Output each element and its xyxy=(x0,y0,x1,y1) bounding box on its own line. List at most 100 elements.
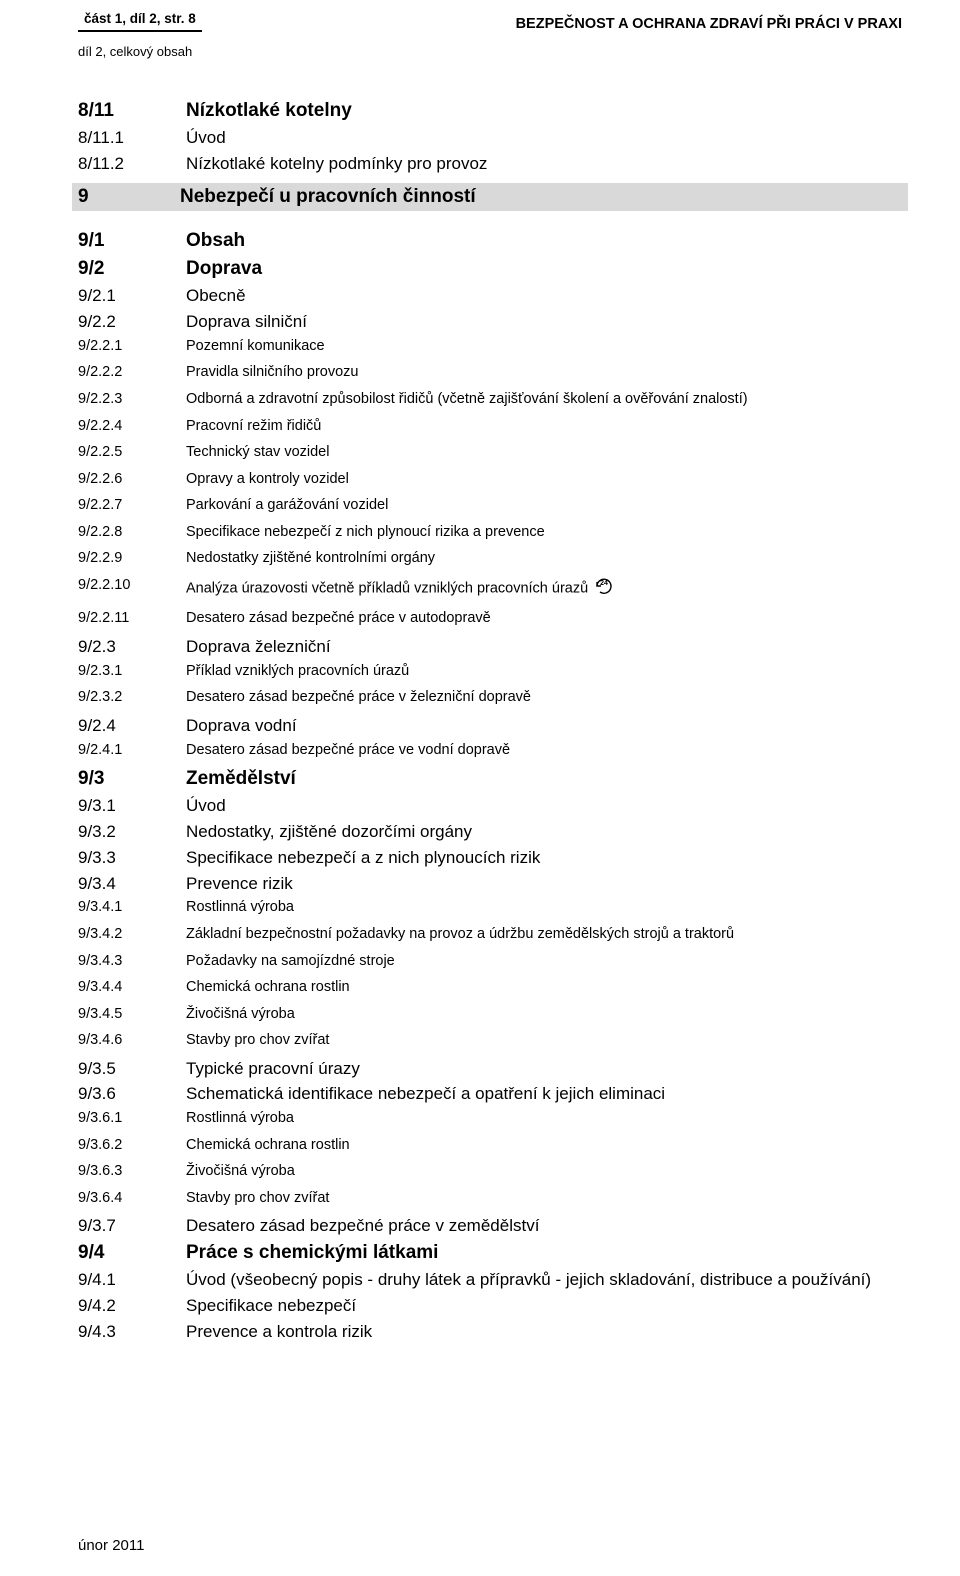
toc-number: 9/2.2.8 xyxy=(78,523,186,542)
toc-number: 9/2.4.1 xyxy=(78,741,186,760)
toc-number: 9/2.2.5 xyxy=(78,443,186,462)
toc-row: 9/2.3.2Desatero zásad bezpečné práce v ž… xyxy=(78,688,902,707)
toc-number: 9/3.4.4 xyxy=(78,978,186,997)
toc-text: Stavby pro chov zvířat xyxy=(186,1189,902,1208)
section-number: 9 xyxy=(78,186,180,208)
toc-row: 9/3.6.1Rostlinná výroba xyxy=(78,1109,902,1128)
toc-number: 8/11.2 xyxy=(78,153,186,175)
section-title: Nebezpečí u pracovních činností xyxy=(180,186,902,208)
toc-row: 9/3.4.2Základní bezpečnostní požadavky n… xyxy=(78,925,902,944)
toc-row: 9/1Obsah xyxy=(78,229,902,253)
toc-number: 9/2.2.2 xyxy=(78,363,186,382)
toc-number: 8/11.1 xyxy=(78,127,186,149)
toc-row: 8/11Nízkotlaké kotelny xyxy=(78,99,902,123)
toc-text: Technický stav vozidel xyxy=(186,443,902,462)
toc-row: 9/2.2.5Technický stav vozidel xyxy=(78,443,902,462)
footer-date: únor 2011 xyxy=(78,1537,144,1554)
toc-number: 9/3.6 xyxy=(78,1083,186,1105)
toc-text: Desatero zásad bezpečné práce v zeměděls… xyxy=(186,1215,902,1237)
toc-row: 9/2.2.8Specifikace nebezpečí z nich plyn… xyxy=(78,523,902,542)
toc-row: 9/2.3Doprava železniční xyxy=(78,636,902,658)
toc-row: 9/3.4.1Rostlinná výroba xyxy=(78,898,902,917)
toc-number: 9/3.1 xyxy=(78,795,186,817)
toc-text: Doprava silniční xyxy=(186,311,902,333)
toc-number: 9/3.4.1 xyxy=(78,898,186,917)
toc-row: 9/3.4Prevence rizik xyxy=(78,873,902,895)
toc-text: Odborná a zdravotní způsobilost řidičů (… xyxy=(186,390,902,409)
toc-text: Doprava xyxy=(186,257,902,281)
toc-text: Pravidla silničního provozu xyxy=(186,363,902,382)
toc-text: Specifikace nebezpečí z nich plynoucí ri… xyxy=(186,523,902,542)
toc-row: 9/2.2.11Desatero zásad bezpečné práce v … xyxy=(78,609,902,628)
toc-row: 9/3.4.3Požadavky na samojízdné stroje xyxy=(78,952,902,971)
toc-number: 9/4.3 xyxy=(78,1321,186,1343)
toc-text: Schematická identifikace nebezpečí a opa… xyxy=(186,1083,902,1105)
toc-number: 9/2.2.11 xyxy=(78,609,186,628)
toc-row: 9/3.6.3Živočišná výroba xyxy=(78,1162,902,1181)
toc-number: 9/2.2.9 xyxy=(78,549,186,568)
toc-number: 9/3.5 xyxy=(78,1058,186,1080)
toc-number: 9/2.1 xyxy=(78,285,186,307)
toc-text: Prevence rizik xyxy=(186,873,902,895)
toc-number: 9/2.3.2 xyxy=(78,688,186,707)
toc-row: 9/2.2.6Opravy a kontroly vozidel xyxy=(78,470,902,489)
toc-text: Obsah xyxy=(186,229,902,253)
toc-row: 9/2.2.1Pozemní komunikace xyxy=(78,337,902,356)
toc-row: 9/2.4.1Desatero zásad bezpečné práce ve … xyxy=(78,741,902,760)
toc-number: 9/2 xyxy=(78,257,186,281)
section-bar: 9Nebezpečí u pracovních činností xyxy=(72,183,908,211)
document-page: část 1, díl 2, str. 8 BEZPEČNOST A OCHRA… xyxy=(0,0,960,1576)
toc-text: Desatero zásad bezpečné práce ve vodní d… xyxy=(186,741,902,760)
toc-text: Prevence a kontrola rizik xyxy=(186,1321,902,1343)
toc-number: 9/2.2.4 xyxy=(78,417,186,436)
toc-row: 9/3Zemědělství xyxy=(78,767,902,791)
page-header: část 1, díl 2, str. 8 BEZPEČNOST A OCHRA… xyxy=(78,10,902,32)
toc-text: Obecně xyxy=(186,285,902,307)
toc-text: Opravy a kontroly vozidel xyxy=(186,470,902,489)
toc-row: 9/4.1Úvod (všeobecný popis - druhy látek… xyxy=(78,1269,902,1291)
toc-row: 9/2.1Obecně xyxy=(78,285,902,307)
toc-number: 9/2.3 xyxy=(78,636,186,658)
toc-text: Stavby pro chov zvířat xyxy=(186,1031,902,1050)
toc-number: 9/2.2.10 xyxy=(78,576,186,595)
toc-row: 9/4.2Specifikace nebezpečí xyxy=(78,1295,902,1317)
toc-number: 9/3.4 xyxy=(78,873,186,895)
toc-text: Desatero zásad bezpečné práce v autodopr… xyxy=(186,609,902,628)
toc-row: 9/4.3Prevence a kontrola rizik xyxy=(78,1321,902,1343)
toc-text: Doprava vodní xyxy=(186,715,902,737)
toc-row: 9/3.4.5Živočišná výroba xyxy=(78,1005,902,1024)
header-left: část 1, díl 2, str. 8 xyxy=(84,11,196,26)
toc-row: 9/3.3Specifikace nebezpečí a z nich plyn… xyxy=(78,847,902,869)
toc-text: Pracovní režim řidičů xyxy=(186,417,902,436)
header-left-wrap: část 1, díl 2, str. 8 xyxy=(78,10,202,32)
toc-rows: 8/11Nízkotlaké kotelny 8/11.1 Úvod 8/11.2Ní… xyxy=(78,99,902,1343)
toc-text: Živočišná výroba xyxy=(186,1005,902,1024)
toc-number: 9/4.2 xyxy=(78,1295,186,1317)
toc-row: 9/3.6.4Stavby pro chov zvířat xyxy=(78,1189,902,1208)
toc-text: Parkování a garážování vozidel xyxy=(186,496,902,515)
header-sub: díl 2, celkový obsah xyxy=(78,44,902,59)
toc-text: Úvod xyxy=(186,795,902,817)
toc-text: Práce s chemickými látkami xyxy=(186,1241,902,1265)
toc-number: 9/3.3 xyxy=(78,847,186,869)
toc-row: 9/3.6.2Chemická ochrana rostlin xyxy=(78,1136,902,1155)
toc-row: 9/3.5Typické pracovní úrazy xyxy=(78,1058,902,1080)
toc-text: Úvod (všeobecný popis - druhy látek a př… xyxy=(186,1269,902,1291)
toc-number: 9/3.6.2 xyxy=(78,1136,186,1155)
toc-number: 8/11 xyxy=(78,99,186,123)
toc-number: 9/3.4.5 xyxy=(78,1005,186,1024)
toc-text: Nedostatky, zjištěné dozorčími orgány xyxy=(186,821,902,843)
toc-row: 9/2.2.9Nedostatky zjištěné kontrolními o… xyxy=(78,549,902,568)
toc-row: 9/3.7Desatero zásad bezpečné práce v zem… xyxy=(78,1215,902,1237)
toc-text: Požadavky na samojízdné stroje xyxy=(186,952,902,971)
toc-row: 9/2.2.4Pracovní režim řidičů xyxy=(78,417,902,436)
toc-text: Chemická ochrana rostlin xyxy=(186,978,902,997)
toc-text: Specifikace nebezpečí a z nich plynoucíc… xyxy=(186,847,902,869)
toc-text: Doprava železniční xyxy=(186,636,902,658)
toc-number: 9/1 xyxy=(78,229,186,253)
toc-text: Nízkotlaké kotelny podmínky pro provoz xyxy=(186,153,902,175)
toc-row: 9/2.2Doprava silniční xyxy=(78,311,902,333)
toc-text: Živočišná výroba xyxy=(186,1162,902,1181)
toc-number: 9/3.4.3 xyxy=(78,952,186,971)
toc-row: 9/3.4.6Stavby pro chov zvířat xyxy=(78,1031,902,1050)
